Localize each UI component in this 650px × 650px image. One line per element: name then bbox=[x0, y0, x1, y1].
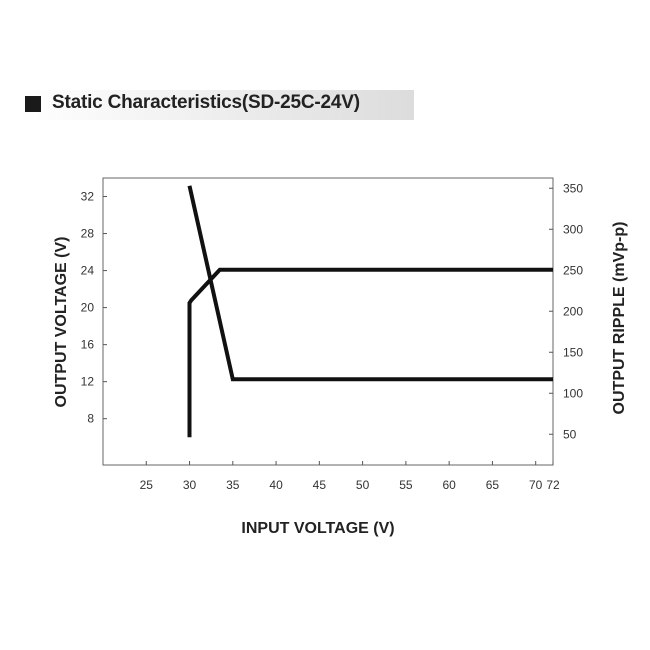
y-axis-label: OUTPUT VOLTAGE (V) bbox=[53, 237, 70, 408]
y-tick-label: 20 bbox=[81, 301, 95, 315]
x-tick-label: 70 bbox=[529, 478, 543, 492]
y2-tick-label: 100 bbox=[563, 386, 583, 400]
x-tick-label: 55 bbox=[399, 478, 413, 492]
y-tick-label: 28 bbox=[81, 227, 95, 241]
x-tick-label: 65 bbox=[486, 478, 500, 492]
y2-tick-label: 300 bbox=[563, 222, 583, 236]
y2-axis-label: OUTPUT RIPPLE (mVp-p) bbox=[611, 222, 628, 415]
ripple-series-line bbox=[187, 185, 553, 382]
header-square-icon bbox=[25, 96, 41, 112]
x-tick-label: 45 bbox=[313, 478, 327, 492]
x-tick-label: 40 bbox=[269, 478, 283, 492]
y2-tick-label: 50 bbox=[563, 427, 577, 441]
x-tick-label: 50 bbox=[356, 478, 370, 492]
y2-ticks: 50 100 150 200 250 300 350 bbox=[549, 181, 583, 441]
plot-frame bbox=[102, 177, 554, 466]
y-tick-label: 32 bbox=[81, 190, 95, 204]
y2-tick-label: 150 bbox=[563, 345, 583, 359]
x-tick-label: 72 bbox=[546, 478, 560, 492]
x-axis-label: INPUT VOLTAGE (V) bbox=[241, 520, 394, 537]
series-layer bbox=[187, 185, 553, 438]
x-tick-label: 30 bbox=[183, 478, 197, 492]
y-ticks: 8 12 16 20 24 28 32 bbox=[81, 190, 107, 426]
x-tick-label: 60 bbox=[442, 478, 456, 492]
x-tick-label: 25 bbox=[140, 478, 154, 492]
x-ticks: 25 30 35 40 45 50 55 60 65 70 72 bbox=[140, 461, 560, 492]
y2-tick-label: 200 bbox=[563, 304, 583, 318]
y-tick-label: 24 bbox=[81, 264, 95, 278]
chart-header: Static Characteristics(SD-25C-24V) bbox=[18, 90, 414, 120]
y2-tick-label: 350 bbox=[563, 181, 583, 195]
y2-tick-label: 250 bbox=[563, 263, 583, 277]
y-tick-label: 12 bbox=[81, 375, 95, 389]
y-tick-label: 8 bbox=[87, 412, 94, 426]
y-tick-label: 16 bbox=[81, 338, 95, 352]
chart-title: Static Characteristics(SD-25C-24V) bbox=[52, 92, 360, 113]
output-voltage-series-line bbox=[187, 267, 553, 438]
x-tick-label: 35 bbox=[226, 478, 240, 492]
